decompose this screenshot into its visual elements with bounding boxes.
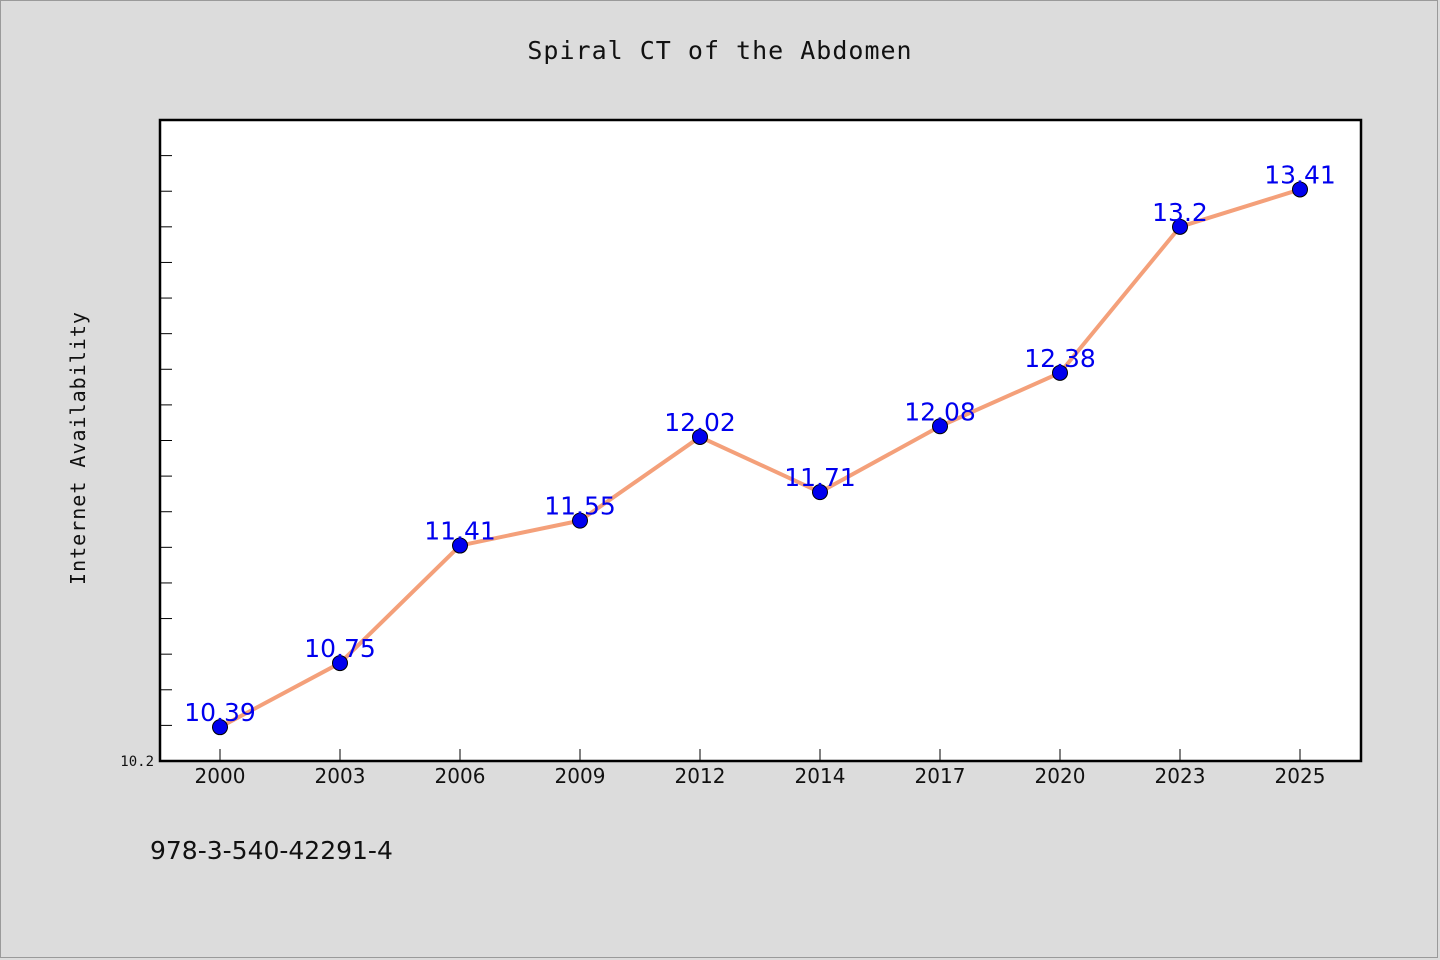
data-label: 11.41 [424,517,496,546]
data-point [212,719,228,736]
data-label: 12.38 [1024,344,1096,373]
data-point [452,537,468,554]
chart-title: Spiral CT of the Abdomen [527,36,913,65]
x-tick-label: 2017 [915,764,966,788]
x-ticks: 2000 2003 2006 2009 2012 2014 2017 2020 2023 2025 [195,749,1326,788]
data-label: 13.2 [1152,198,1208,227]
y-ticks: 10.2 [120,119,172,770]
data-label: 13.41 [1264,160,1336,189]
x-tick-label: 2009 [555,764,606,788]
x-tick-label: 2006 [435,764,486,788]
plot-area [158,118,1363,763]
series-lines [219,187,1301,729]
data-point [692,428,708,445]
series-line [219,187,1301,729]
data-label: 10.39 [184,698,256,727]
data-point [932,418,948,435]
data-point [1052,364,1068,381]
data-point [1292,181,1308,198]
data-label: 10.75 [304,634,376,663]
x-tick-label: 2000 [195,764,246,788]
data-point [812,484,828,501]
footnote: 978-3-540-42291-4 [150,836,393,865]
data-label: 11.55 [544,492,616,521]
data-point [1172,218,1188,235]
x-tick-label: 2014 [795,764,846,788]
series-points [212,181,1308,736]
y-tick-label: 10.2 [120,754,154,770]
x-tick-label: 2012 [675,764,726,788]
x-tick-label: 2025 [1275,764,1326,788]
x-tick-label: 2020 [1035,764,1086,788]
data-label: 11.71 [784,463,856,492]
data-labels: 10.39 10.75 11.41 11.55 12.02 11.71 12.08 12.38… [184,160,1336,727]
data-label: 12.02 [664,408,736,437]
data-label: 12.08 [904,397,976,426]
x-tick-label: 2023 [1155,764,1206,788]
data-point [332,655,348,672]
data-point [572,512,588,529]
x-tick-label: 2003 [315,764,366,788]
